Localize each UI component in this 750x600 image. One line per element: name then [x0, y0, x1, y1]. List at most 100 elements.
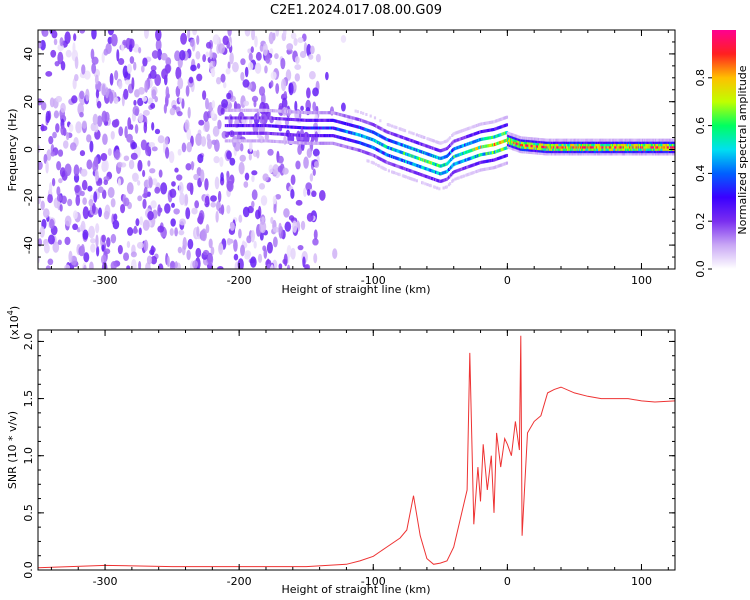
noise-cell	[143, 121, 148, 134]
noise-cell	[212, 60, 216, 67]
noise-cell	[192, 260, 198, 269]
noise-cell	[169, 107, 176, 116]
noise-cell	[211, 100, 216, 109]
noise-cell	[297, 37, 304, 44]
noise-cell	[277, 165, 283, 173]
noise-cell	[213, 156, 220, 164]
noise-cell	[312, 101, 317, 112]
noise-cell	[208, 238, 213, 249]
noise-cell	[64, 215, 72, 227]
noise-cell	[210, 201, 217, 208]
noise-cell	[132, 43, 140, 53]
noise-cell	[272, 236, 278, 248]
noise-cell	[270, 264, 274, 269]
noise-cell	[313, 253, 318, 264]
noise-cell	[126, 265, 131, 269]
noise-cell	[41, 30, 49, 37]
noise-cell	[117, 161, 123, 168]
noise-cell	[143, 30, 149, 39]
noise-cell	[295, 160, 301, 170]
ridge-cell	[359, 111, 363, 115]
noise-cell	[281, 78, 287, 92]
noise-cell	[55, 95, 63, 103]
noise-cell	[96, 245, 100, 257]
noise-cell	[94, 169, 99, 182]
noise-cell	[123, 88, 129, 100]
noise-cell	[100, 152, 108, 162]
ridge-cell	[673, 141, 675, 145]
noise-cell	[52, 131, 57, 139]
noise-cell	[57, 239, 62, 245]
noise-cell	[226, 170, 230, 184]
colorbar-tick-label: 0.2	[694, 212, 707, 230]
noise-cell	[315, 53, 321, 63]
noise-cell	[75, 121, 82, 134]
noise-cell	[267, 148, 274, 156]
colorbar-tick-label: 0.8	[694, 69, 707, 87]
ridge-cell	[505, 153, 509, 157]
noise-cell	[260, 195, 268, 206]
ridge-cell	[398, 173, 401, 177]
y-tick-label: 40	[22, 47, 35, 61]
noise-cell	[135, 218, 140, 227]
noise-cell	[195, 133, 203, 146]
ridge-cell	[441, 141, 444, 145]
noise-cell	[303, 156, 309, 169]
noise-cell	[73, 33, 77, 42]
noise-cell	[147, 97, 154, 105]
noise-cell	[300, 139, 305, 152]
noise-cell	[173, 208, 180, 215]
ridge-cell	[408, 130, 411, 134]
noise-cell	[122, 39, 127, 46]
noise-cell	[93, 191, 98, 203]
ridge-cell	[356, 110, 359, 114]
noise-cell	[267, 263, 271, 269]
noise-cell	[332, 248, 338, 259]
noise-cell	[314, 131, 319, 144]
ridge-cell	[505, 161, 509, 165]
noise-cell	[179, 192, 185, 206]
noise-cell	[306, 148, 312, 159]
noise-cell	[38, 161, 43, 171]
noise-cell	[235, 103, 241, 111]
noise-cell	[188, 76, 194, 84]
noise-cell	[217, 265, 224, 269]
noise-cell	[255, 209, 261, 220]
noise-cell	[232, 61, 239, 73]
y-tick-label: 0	[22, 146, 35, 153]
svg-text:(x104): (x104)	[6, 306, 21, 340]
noise-cell	[91, 56, 99, 65]
noise-cell	[68, 123, 74, 133]
noise-cell	[250, 229, 255, 243]
noise-cell	[249, 140, 253, 153]
noise-cell	[95, 89, 100, 99]
noise-cell	[220, 73, 226, 83]
noise-cell	[95, 223, 100, 234]
noise-cell	[101, 110, 108, 123]
ridge-cell	[673, 150, 675, 154]
noise-cell	[197, 153, 204, 164]
noise-cell	[40, 101, 47, 111]
noise-cell	[47, 193, 53, 204]
noise-cell	[151, 50, 159, 59]
noise-cell	[259, 231, 264, 241]
noise-cell	[149, 168, 156, 174]
noise-cell	[155, 30, 162, 41]
noise-cell	[261, 216, 265, 223]
noise-cell	[177, 246, 183, 254]
noise-cell	[157, 135, 165, 144]
noise-cell	[89, 140, 94, 153]
noise-cell	[249, 256, 257, 268]
noise-cell	[218, 243, 224, 255]
noise-cell	[157, 225, 165, 233]
noise-cell	[186, 127, 192, 141]
noise-cell	[182, 237, 187, 250]
noise-cell	[88, 225, 95, 239]
noise-cell	[198, 212, 204, 225]
noise-cell	[137, 97, 144, 107]
noise-cell	[57, 51, 64, 65]
noise-cell	[181, 98, 185, 109]
noise-cell	[290, 174, 296, 186]
noise-cell	[157, 263, 164, 269]
noise-cell	[107, 30, 114, 36]
